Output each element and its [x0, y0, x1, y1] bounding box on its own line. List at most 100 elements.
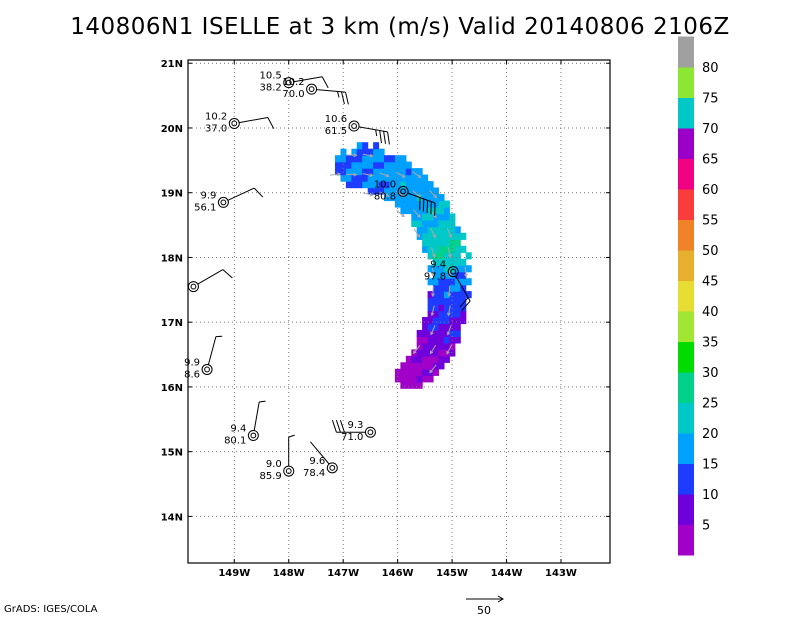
wind-arrow-head — [431, 273, 436, 278]
field-cell — [443, 200, 450, 208]
field-cell — [405, 368, 412, 376]
field-cell — [400, 155, 407, 163]
field-cell — [443, 207, 450, 215]
field-cell — [454, 297, 461, 305]
field-cell — [427, 362, 434, 370]
field-cell — [443, 342, 450, 350]
field-cell — [454, 226, 461, 234]
wind-arrow-head — [433, 214, 437, 219]
field-cell — [411, 168, 418, 176]
colorbar-swatch — [678, 189, 694, 220]
field-cell — [449, 304, 456, 312]
field-cell — [367, 168, 374, 176]
field-cell — [367, 161, 374, 169]
field-cell — [427, 252, 434, 260]
field-cell — [449, 291, 456, 299]
field-cell — [433, 297, 439, 305]
wind-barb-feather — [387, 131, 390, 145]
grid-lines — [188, 60, 610, 563]
field-cell — [427, 278, 434, 286]
field-cell — [433, 200, 439, 208]
wind-arrow-head — [433, 194, 438, 199]
observation: 9.497.8 — [424, 260, 471, 311]
field-cell — [356, 174, 363, 182]
field-cell — [449, 239, 456, 247]
colorbar-swatch — [678, 524, 694, 556]
field-cell — [449, 252, 456, 260]
wind-arrow-head — [417, 174, 422, 179]
wind-arrow — [429, 189, 437, 199]
observation: 10.661.5 — [325, 114, 390, 145]
colorbar-swatch — [678, 433, 694, 464]
field-cell — [433, 342, 439, 350]
field-cell — [438, 329, 445, 337]
field-cell — [438, 200, 445, 208]
colorbar-label: 70 — [702, 122, 719, 137]
wind-barb-feather — [459, 297, 469, 308]
field-cell — [433, 291, 439, 299]
field-cell — [400, 187, 407, 195]
x-tick-label: 148W — [273, 568, 305, 579]
field-cell — [449, 297, 456, 305]
field-cell — [411, 181, 418, 189]
obs-ring — [187, 281, 199, 293]
field-cell — [384, 174, 390, 182]
wind-arrow-head — [353, 153, 358, 158]
field-cell — [449, 245, 456, 253]
obs-ring-inner — [351, 123, 357, 129]
axis-ticks: 149W 148W 147W 146W 145W 144W 143W 14N 15N 16N 17N… — [161, 59, 610, 579]
field-cell — [427, 342, 434, 350]
field-cell — [460, 297, 467, 305]
colorbar-swatch — [678, 97, 694, 129]
wind-arrow-head — [429, 350, 434, 355]
field-cell — [345, 174, 352, 182]
field-cell — [454, 304, 461, 312]
field-cell — [411, 381, 418, 389]
field-cell — [443, 310, 450, 318]
field-cell — [411, 194, 418, 202]
wind-arrow-head — [447, 293, 452, 298]
field-cell — [416, 362, 423, 370]
y-tick-label: 14N — [161, 512, 183, 523]
field-cell — [400, 368, 407, 376]
wind-barb-feather — [331, 420, 337, 433]
wind-arrow-head — [464, 273, 468, 278]
wind-arrow — [447, 325, 452, 335]
obs-ring — [326, 462, 338, 474]
field-cell — [443, 271, 450, 279]
field-cell — [416, 226, 423, 234]
field-cell — [373, 148, 380, 156]
chart-title: 140806N1 ISELLE at 3 km (m/s) Valid 2014… — [70, 14, 730, 40]
field-cell — [454, 336, 461, 344]
field-cell — [427, 239, 434, 247]
field-cell — [438, 213, 445, 221]
obs-ring — [247, 429, 259, 441]
field-cell — [394, 161, 401, 169]
obs-label-top: 9.9 — [200, 190, 216, 201]
field-cell — [405, 355, 412, 363]
field-cell — [394, 168, 401, 176]
field-cell — [340, 155, 347, 163]
wind-arrow-head — [417, 214, 421, 218]
obs-label-bottom: 61.5 — [325, 126, 347, 137]
field-cell — [351, 148, 358, 156]
field-cell — [449, 323, 456, 331]
wind-arrow-head — [430, 331, 434, 336]
obs-label-top: 9.9 — [184, 357, 200, 368]
obs-label-bottom: 78.4 — [303, 468, 325, 479]
field-cell — [400, 362, 407, 370]
field-cell — [465, 291, 472, 299]
field-cell — [422, 336, 429, 344]
field-cell — [454, 329, 461, 337]
obs-label-top: 9.0 — [266, 459, 282, 470]
x-tick-label: 143W — [545, 568, 577, 579]
field-cell — [454, 245, 461, 253]
wind-arrow-head — [369, 173, 374, 177]
colorbar-label: 35 — [702, 336, 719, 351]
y-tick-label: 18N — [161, 253, 183, 264]
observation: 9.956.1 — [194, 187, 264, 213]
obs-label-bottom: 97.8 — [424, 272, 446, 283]
field-cell — [351, 181, 358, 189]
wind-barb-shaft — [316, 89, 346, 93]
field-cell — [416, 187, 423, 195]
